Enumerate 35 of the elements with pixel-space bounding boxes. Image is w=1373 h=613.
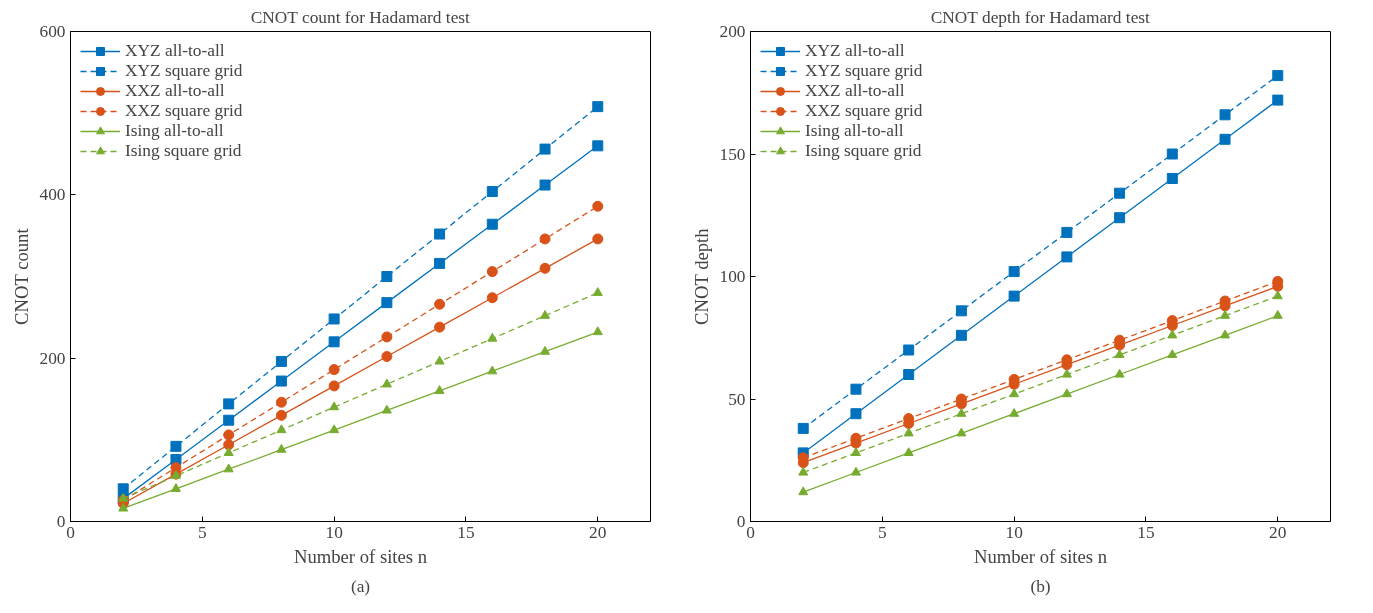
chart-title: CNOT depth for Hadamard test (930, 7, 1151, 27)
x-tick-label: 5 (877, 522, 887, 542)
legend-label: XYZ all-to-all (805, 41, 905, 61)
x-tick-label: 5 (197, 522, 207, 542)
legend-label: XYZ all-to-all (125, 41, 225, 61)
y-tick-label: 200 (719, 22, 746, 41)
legend-label: Ising square grid (805, 141, 922, 161)
legend-label: XXZ all-to-all (805, 81, 905, 101)
legend-label: Ising all-to-all (805, 121, 904, 141)
y-axis-title: CNOT depth (690, 227, 712, 325)
y-tick-label: 150 (719, 144, 746, 164)
y-tick-label: 50 (728, 389, 746, 409)
text: (a) (350, 576, 371, 596)
x-axis-title: Number of sites n (973, 545, 1108, 567)
x-tick-label: 15 (457, 522, 475, 542)
legend-label: XYZ square grid (805, 61, 923, 81)
legend-label: Ising all-to-all (125, 121, 224, 141)
text: (b) (1030, 576, 1051, 596)
y-tick-label: 100 (719, 267, 746, 286)
legend-label: XXZ all-to-all (125, 81, 225, 101)
y-tick-label: 400 (39, 185, 66, 205)
legend-label: Ising square grid (125, 141, 242, 161)
x-tick-label: 10 (1005, 522, 1023, 542)
y-tick-label: 600 (39, 22, 66, 41)
y-tick-label: 200 (39, 348, 66, 368)
y-axis-title: CNOT count (10, 227, 32, 325)
legend-label: XXZ square grid (805, 101, 923, 121)
chart-title: CNOT count for Hadamard test (250, 7, 471, 27)
legend-label: XYZ square grid (125, 61, 243, 81)
legend-label: XXZ square grid (125, 101, 243, 121)
x-tick-label: 15 (1137, 522, 1155, 542)
x-tick-label: 10 (325, 522, 343, 542)
x-tick-label: 20 (1269, 522, 1287, 542)
x-tick-label: 20 (589, 522, 607, 542)
x-axis-title: Number of sites n (293, 545, 428, 567)
